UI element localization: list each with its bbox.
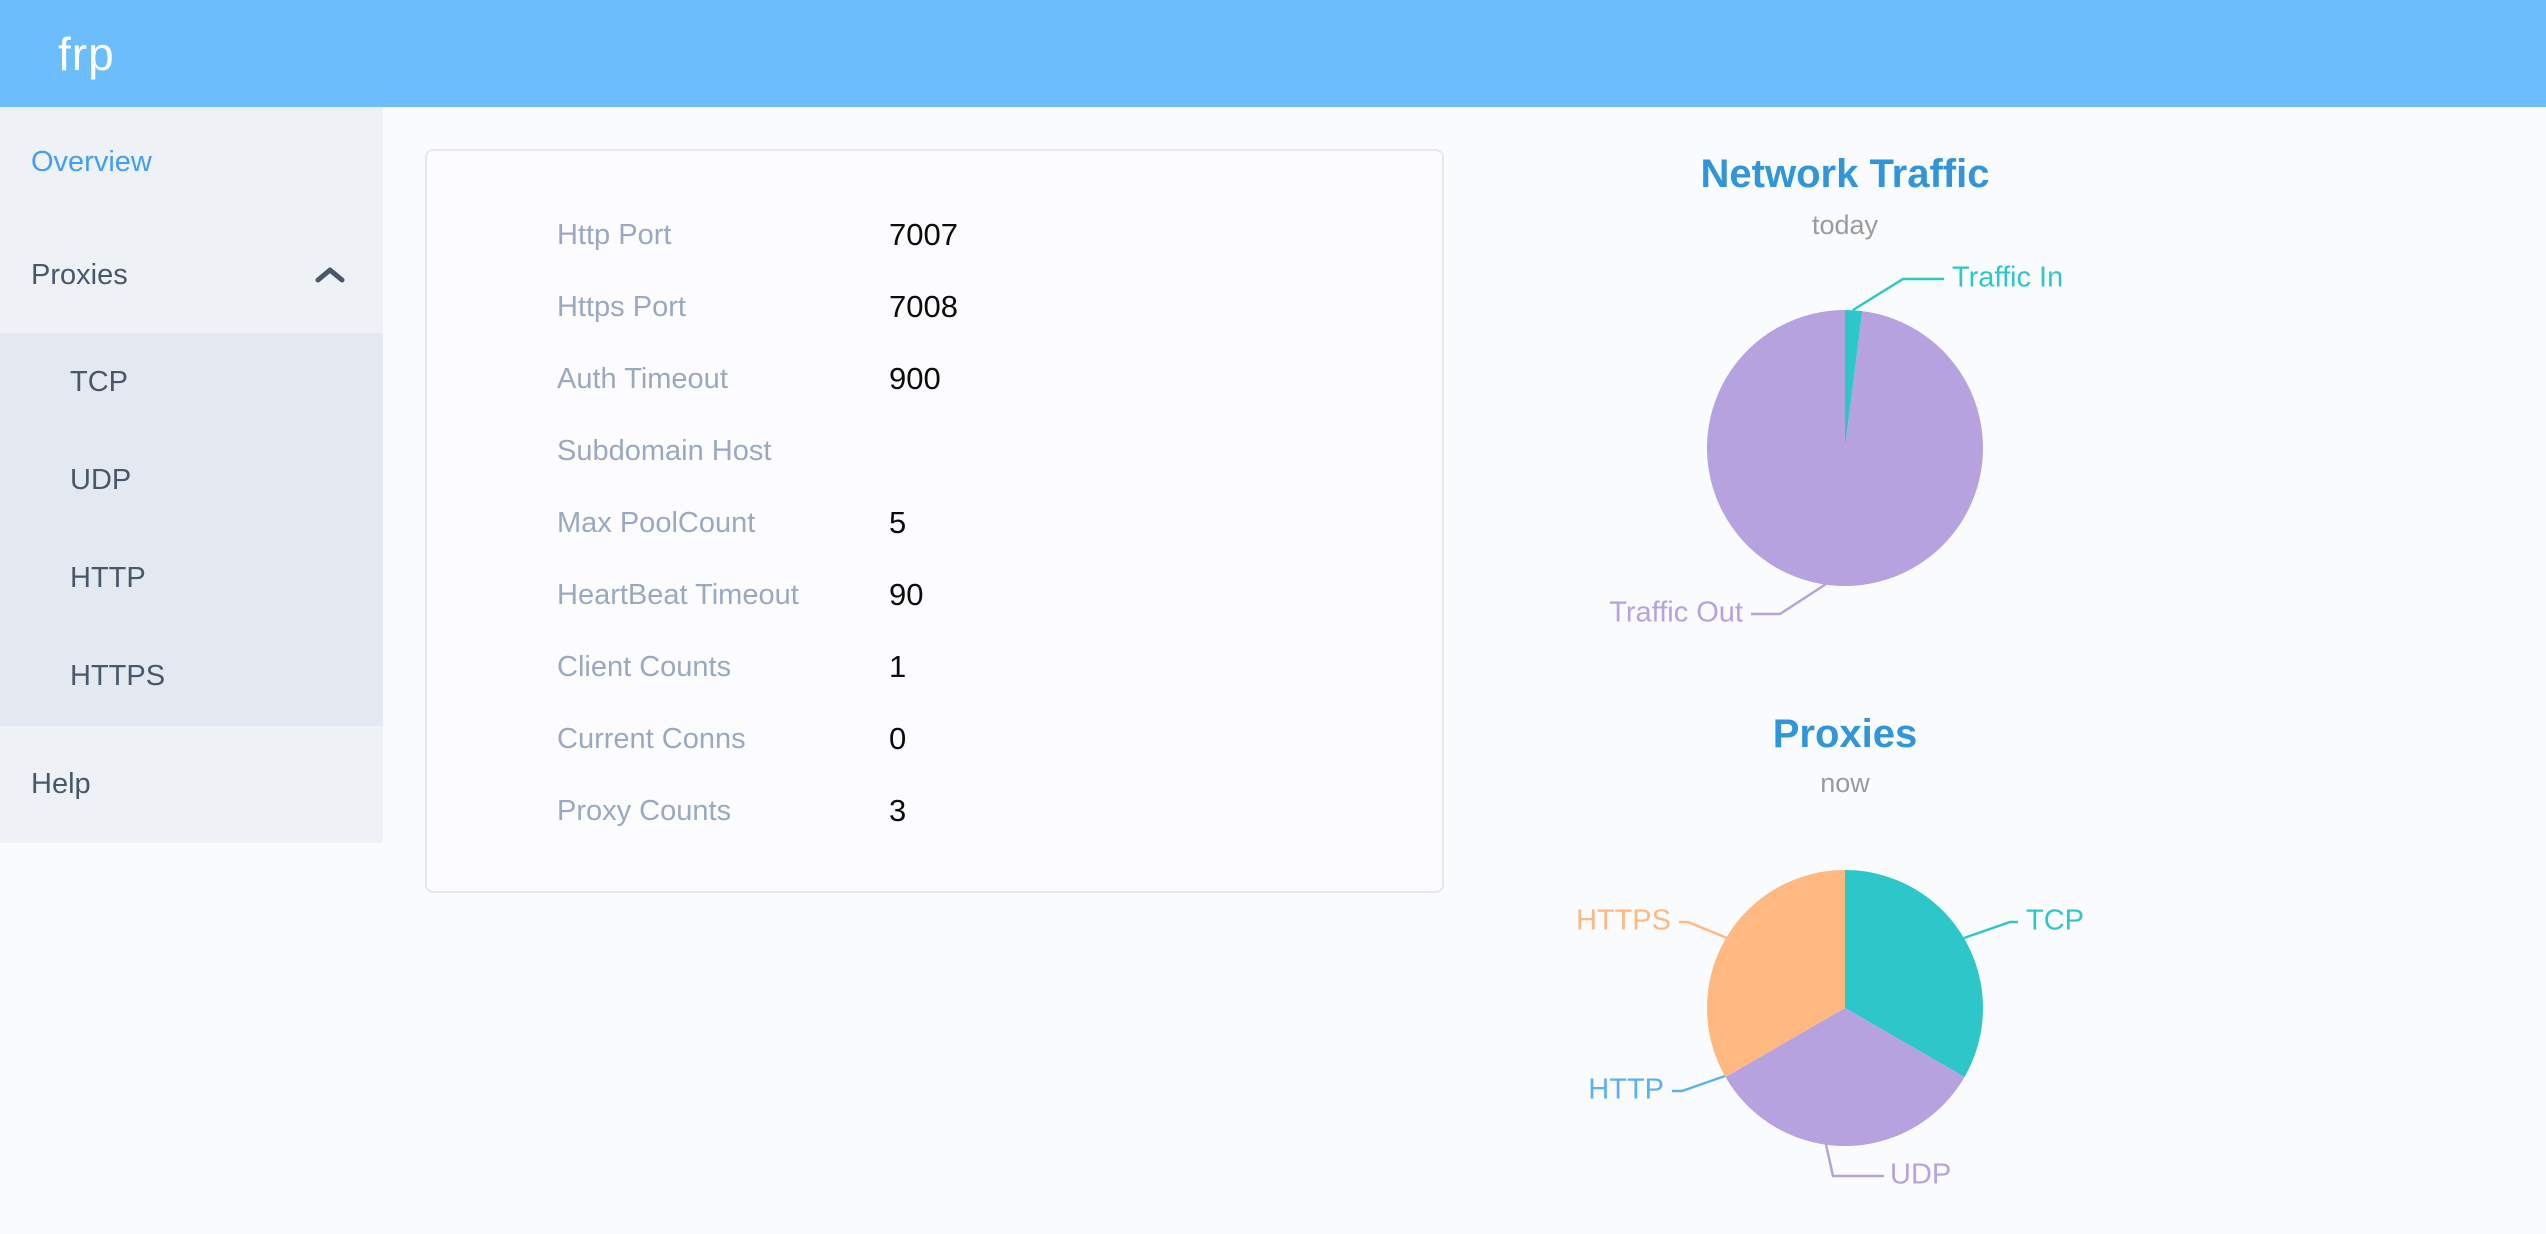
config-value: 7007 — [889, 217, 958, 252]
pie-slice-https[interactable] — [1707, 870, 1845, 1077]
traffic-in-label: Traffic In — [1952, 262, 2063, 294]
network-traffic-pie-chart: Traffic In Traffic Out — [1609, 262, 2063, 629]
sidebar-item-udp[interactable]: UDP — [0, 431, 383, 529]
sidebar-item-overview[interactable]: Overview — [0, 107, 383, 217]
config-row-max-poolcount: Max PoolCount 5 — [427, 487, 1442, 559]
config-label: Current Conns — [557, 722, 746, 755]
config-row-https-port: Https Port 7008 — [427, 271, 1442, 343]
proxies-pie-chart: TCP HTTPS HTTP UDP — [1576, 870, 2084, 1191]
config-value: 5 — [889, 505, 907, 540]
config-row-http-port: Http Port 7007 — [427, 199, 1442, 271]
chevron-up-icon — [315, 267, 345, 283]
config-label: HeartBeat Timeout — [557, 578, 799, 611]
proxies-chart-subtitle: now — [1820, 768, 1870, 798]
traffic-out-label: Traffic Out — [1609, 597, 1743, 629]
config-row-heartbeat-timeout: HeartBeat Timeout 90 — [427, 559, 1442, 631]
config-value: 0 — [889, 721, 907, 756]
sidebar-item-tcp-label: TCP — [70, 365, 128, 398]
sidebar-item-https[interactable]: HTTPS — [0, 627, 383, 725]
traffic-in-leader-line — [1852, 277, 1944, 312]
config-label: Max PoolCount — [557, 506, 756, 539]
udp-label: UDP — [1890, 1159, 1951, 1191]
udp-leader-line — [1823, 1139, 1884, 1178]
http-label: HTTP — [1588, 1074, 1664, 1106]
sidebar-item-proxies-label: Proxies — [31, 258, 128, 291]
sidebar-item-help[interactable]: Help — [0, 726, 383, 843]
https-label: HTTPS — [1576, 905, 1671, 937]
config-label: Proxy Counts — [557, 794, 732, 827]
config-value: 3 — [889, 793, 907, 828]
network-traffic-subtitle: today — [1811, 210, 1879, 240]
sidebar-item-overview-label: Overview — [31, 145, 152, 178]
http-leader-line — [1672, 1074, 1726, 1093]
config-row-current-conns: Current Conns 0 — [427, 703, 1442, 775]
config-value: 90 — [889, 577, 924, 612]
sidebar-item-tcp[interactable]: TCP — [0, 333, 383, 431]
config-value: 900 — [889, 361, 941, 396]
config-label: Subdomain Host — [557, 434, 772, 467]
tcp-leader-line — [1963, 920, 2018, 940]
config-label: Auth Timeout — [557, 362, 728, 395]
https-leader-line — [1679, 920, 1728, 940]
config-label: Client Counts — [557, 650, 732, 683]
config-value: 7008 — [889, 289, 958, 324]
config-row-subdomain-host: Subdomain Host — [427, 415, 1442, 487]
server-config-card: Http Port 7007 Https Port 7008 Auth Time… — [425, 149, 1444, 893]
config-row-proxy-counts: Proxy Counts 3 — [427, 775, 1442, 847]
tcp-label: TCP — [2026, 905, 2084, 937]
sidebar-submenu-proxies: TCP UDP HTTP HTTPS — [0, 333, 383, 726]
config-value: 1 — [889, 649, 907, 684]
sidebar-nav: Overview Proxies TCP UDP HTTP HTTPS Help — [0, 107, 383, 843]
sidebar-item-http[interactable]: HTTP — [0, 529, 383, 627]
pie-slice-tcp[interactable] — [1845, 870, 1983, 1077]
network-traffic-title: Network Traffic — [1700, 152, 1990, 196]
app-header: frp — [0, 0, 2546, 107]
pie-slice-udp[interactable] — [1725, 1008, 1965, 1146]
sidebar-item-https-label: HTTPS — [70, 659, 166, 692]
sidebar-item-http-label: HTTP — [70, 561, 146, 594]
network-traffic-pie-slices — [1707, 310, 1983, 586]
sidebar-item-udp-label: UDP — [70, 463, 132, 496]
config-label: Http Port — [557, 218, 672, 251]
traffic-out-leader-line — [1751, 582, 1827, 616]
config-row-auth-timeout: Auth Timeout 900 — [427, 343, 1442, 415]
pie-slice-traffic-in[interactable] — [1845, 310, 1863, 448]
config-label: Https Port — [557, 290, 686, 323]
pie-slice-traffic-out[interactable] — [1707, 310, 1983, 586]
proxies-pie-slices — [1707, 870, 1983, 1146]
sidebar-item-help-label: Help — [31, 768, 91, 800]
app-logo: frp — [58, 27, 115, 80]
config-row-client-counts: Client Counts 1 — [427, 631, 1442, 703]
proxies-chart-title: Proxies — [1772, 712, 1918, 756]
sidebar-item-proxies[interactable]: Proxies — [0, 217, 383, 333]
